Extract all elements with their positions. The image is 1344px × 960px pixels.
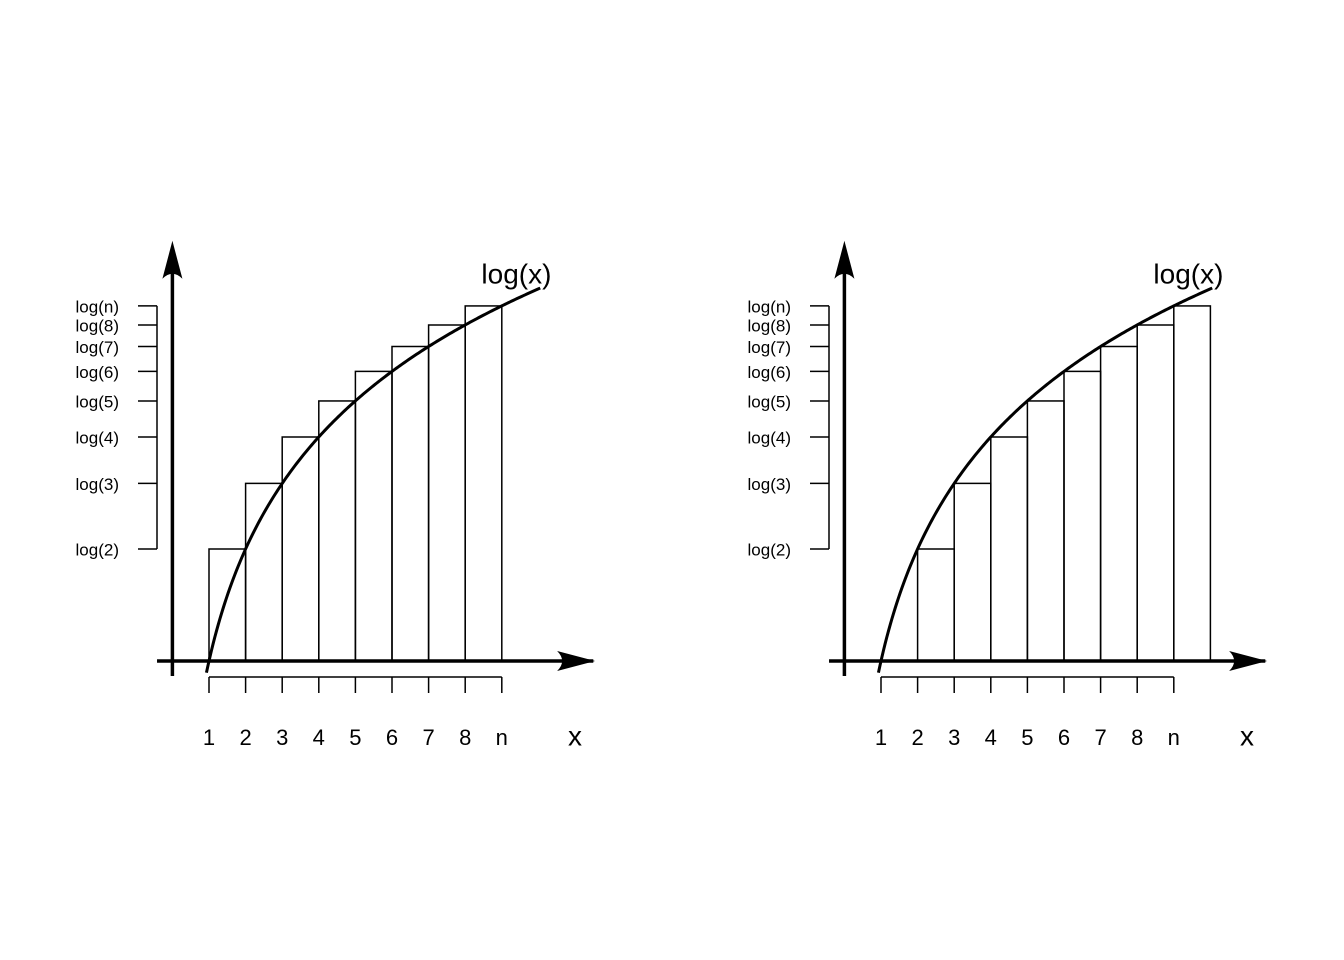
curve-label: log(x) <box>481 258 551 289</box>
x-tick-label: n <box>1168 725 1180 750</box>
log-curve <box>204 286 541 674</box>
x-axis-label: x <box>568 720 582 751</box>
bar <box>427 324 466 662</box>
x-tick-label: 1 <box>875 725 887 750</box>
y-tick-label: log(4) <box>748 428 791 447</box>
bar <box>1173 305 1212 662</box>
y-tick-label: log(5) <box>748 392 791 411</box>
bar <box>1063 370 1102 662</box>
bar <box>1099 345 1138 662</box>
y-tick-label: log(7) <box>748 338 791 357</box>
y-tick-label: log(7) <box>76 338 119 357</box>
y-arrow <box>162 240 183 279</box>
x-tick-label: 3 <box>276 725 288 750</box>
x-tick-label: 5 <box>349 725 361 750</box>
x-arrow <box>557 651 596 671</box>
bar <box>281 436 320 662</box>
y-tick-label: log(4) <box>76 428 119 447</box>
x-tick-label: 4 <box>313 725 325 750</box>
y-tick-label: log(6) <box>76 363 119 382</box>
log-curve <box>876 286 1213 674</box>
y-tick-label: log(n) <box>76 297 119 316</box>
x-tick-label: 5 <box>1021 725 1033 750</box>
x-tick-label: 8 <box>1131 725 1143 750</box>
x-tick-label: 3 <box>948 725 960 750</box>
x-tick-label: n <box>496 725 508 750</box>
y-tick-label: log(3) <box>748 475 791 494</box>
x-tick-label: 1 <box>203 725 215 750</box>
x-axis-label: x <box>1240 720 1254 751</box>
x-tick-label: 4 <box>985 725 997 750</box>
x-tick-label: 2 <box>239 725 251 750</box>
y-tick-label: log(2) <box>748 540 791 559</box>
x-tick-label: 8 <box>459 725 471 750</box>
y-tick-label: log(5) <box>76 392 119 411</box>
y-tick-label: log(3) <box>76 475 119 494</box>
y-tick-label: log(8) <box>76 316 119 335</box>
y-tick-label: log(8) <box>748 316 791 335</box>
y-arrow <box>834 240 855 279</box>
bar <box>1026 400 1065 662</box>
y-tick-label: log(n) <box>748 297 791 316</box>
bar <box>354 370 393 662</box>
y-tick-label: log(6) <box>748 363 791 382</box>
x-tick-label: 6 <box>1058 725 1070 750</box>
curve-label: log(x) <box>1153 258 1223 289</box>
bar <box>464 305 503 662</box>
x-tick-label: 2 <box>911 725 923 750</box>
bar <box>1136 324 1175 662</box>
x-tick-label: 7 <box>422 725 434 750</box>
x-tick-label: 6 <box>386 725 398 750</box>
x-arrow <box>1229 651 1268 671</box>
bar <box>990 436 1029 662</box>
bar <box>318 400 357 662</box>
bar <box>916 548 955 662</box>
y-tick-label: log(2) <box>76 540 119 559</box>
bar <box>953 482 992 662</box>
bar <box>391 345 430 662</box>
x-tick-label: 7 <box>1094 725 1106 750</box>
